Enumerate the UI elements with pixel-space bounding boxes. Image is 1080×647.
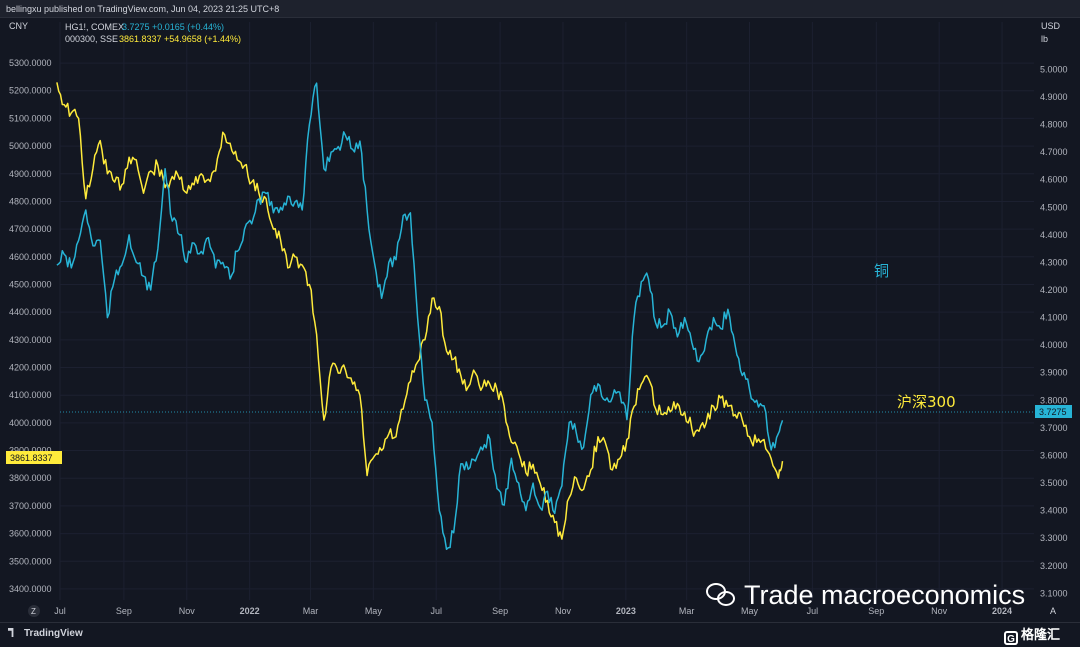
series-line-csi300 [56,82,784,540]
left-tick-label: 3700.0000 [9,501,52,511]
legend-csi300-symbol: 000300, SSE [65,34,118,44]
left-tick-label: 3600.0000 [9,529,52,539]
right-tick-label: 3.1000 [1040,588,1068,598]
series-layer [56,82,784,551]
x-tick-label: Sep [868,606,884,616]
left-tick-label: 4000.0000 [9,418,52,428]
watermark-text: Trade macroeconomics [744,580,1026,610]
left-tick-label: 4900.0000 [9,169,52,179]
tradingview-logo-text: TradingView [24,628,83,639]
x-tick-label: Jul [430,606,442,616]
zoom-button-label: Z [31,607,36,616]
right-tick-label: 4.8000 [1040,120,1068,130]
wechat-icon [706,583,736,607]
left-tick-label: 3800.0000 [9,473,52,483]
zoom-button[interactable] [28,605,40,617]
left-tick-label: 3900.0000 [9,446,52,456]
legend-copper-symbol: HG1!, COMEX [65,22,124,32]
x-tick-label: Nov [179,606,196,616]
tradingview-logo-icon [8,628,14,637]
tradingview-logo[interactable]: TradingView [8,628,83,639]
left-tick-label: 5000.0000 [9,141,52,151]
x-tick-label: Mar [679,606,695,616]
x-tick-label: May [741,606,759,616]
publish-info: bellingxu published on TradingView.com, … [6,4,280,14]
right-tick-label: 3.9000 [1040,368,1068,378]
x-tick-label: Sep [492,606,508,616]
left-tick-label: 4300.0000 [9,335,52,345]
x-tick-label: Mar [303,606,319,616]
right-tick-label: 4.2000 [1040,285,1068,295]
right-axis: 5.0000 4.9000 4.8000 4.7000 4.6000 4.5000 4.40… [1040,64,1068,598]
right-tick-label: 3.6000 [1040,450,1068,460]
left-axis: 5300.0000 5200.0000 5100.0000 5000.0000 4900… [9,58,52,594]
legend-csi300-change: +54.9658 (+1.44%) [164,34,241,44]
gelonghui-logo: G 格隆汇 [1004,624,1060,645]
auto-scale-button[interactable]: A [1050,606,1056,616]
right-tick-label: 4.7000 [1040,147,1068,157]
copper-price-tag-text: 3.7275 [1039,407,1067,417]
x-tick-label: 2024 [992,606,1012,616]
watermark: Trade macroeconomics [706,580,1025,611]
bottom-bar: TradingView [0,622,1080,644]
publish-header: bellingxu published on TradingView.com, … [0,0,1080,18]
right-tick-label: 3.3000 [1040,533,1068,543]
x-tick-label: Sep [116,606,132,616]
right-tick-label: 4.6000 [1040,175,1068,185]
gelonghui-text: 格隆汇 [1021,627,1061,642]
left-tick-label: 4100.0000 [9,390,52,400]
left-tick-label: 5300.0000 [9,58,52,68]
left-tick-label: 4400.0000 [9,307,52,317]
right-tick-label: 4.9000 [1040,92,1068,102]
right-tick-label: 4.0000 [1040,340,1068,350]
x-tick-label: 2023 [616,606,636,616]
x-tick-label: Nov [555,606,572,616]
legend-copper-last: 3.7275 [122,22,150,32]
right-tick-label: 5.0000 [1040,64,1068,74]
gelonghui-icon: G [1004,631,1018,645]
x-tick-label: May [365,606,383,616]
right-tick-label: 3.4000 [1040,506,1068,516]
left-tick-label: 4800.0000 [9,196,52,206]
x-tick-label: 2022 [240,606,260,616]
legend-copper-change: +0.0165 (+0.44%) [152,22,224,32]
grid-layer [59,22,1034,600]
left-tick-label: 3400.0000 [9,584,52,594]
csi300-annotation: 沪深300 [897,393,956,411]
left-tick-label: 3500.0000 [9,556,52,566]
right-tick-label: 3.7000 [1040,423,1068,433]
right-tick-label: 4.4000 [1040,230,1068,240]
legend-csi300-last: 3861.8337 [119,34,162,44]
right-axis-unit2: lb [1041,34,1048,44]
x-axis: Jul Sep Nov 2022 Mar May Jul Sep Nov 2023 Mar May Ju… [54,606,1012,616]
left-tick-label: 5100.0000 [9,113,52,123]
right-axis-unit: USD [1041,21,1061,31]
right-tick-label: 3.5000 [1040,478,1068,488]
left-tick-label: 4600.0000 [9,252,52,262]
x-tick-label: Nov [931,606,948,616]
x-tick-label: Jul [54,606,66,616]
left-axis-unit: CNY [9,21,28,31]
left-tick-label: 5200.0000 [9,86,52,96]
csi300-price-tag-text: 3861.8337 [10,453,53,463]
csi300-price-tag [6,451,62,464]
copper-annotation: 铜 [874,262,889,280]
x-tick-label: Jul [807,606,819,616]
legend: HG1!, COMEX 3.7275 +0.0165 (+0.44%) 0003… [65,22,241,44]
left-tick-label: 4700.0000 [9,224,52,234]
right-tick-label: 4.3000 [1040,257,1068,267]
right-tick-label: 3.8000 [1040,395,1068,405]
copper-price-tag [1035,405,1072,418]
right-tick-label: 4.1000 [1040,313,1068,323]
left-tick-label: 4500.0000 [9,279,52,289]
right-tick-label: 3.2000 [1040,561,1068,571]
left-tick-label: 4200.0000 [9,363,52,373]
right-tick-label: 4.5000 [1040,202,1068,212]
series-line-copper [56,82,784,551]
